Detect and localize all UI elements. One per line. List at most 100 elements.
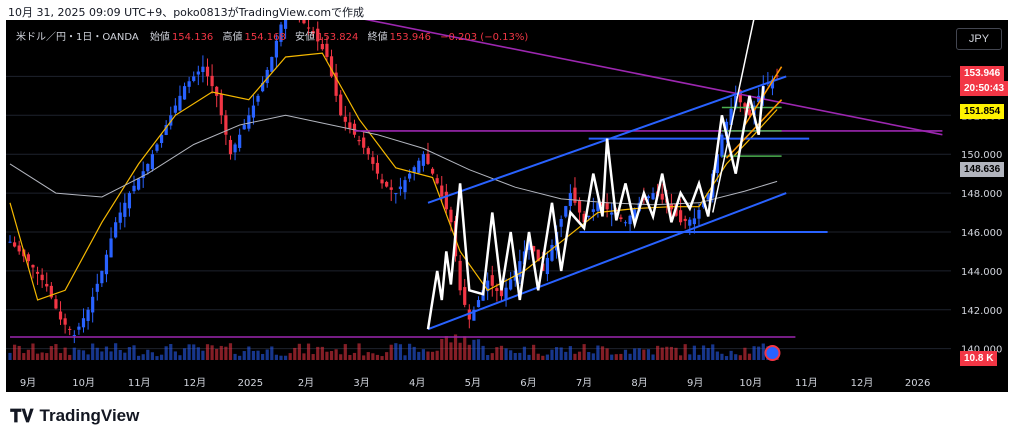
candle-body	[720, 134, 724, 157]
candle-body	[224, 115, 228, 135]
candle-body	[646, 196, 651, 199]
candle-body	[68, 328, 72, 330]
tradingview-logo-icon[interactable]: 𝐓𝐕	[10, 405, 34, 427]
volume-bar	[430, 351, 435, 360]
volume-bar	[91, 343, 95, 360]
volume-bar	[536, 353, 540, 360]
volume-bar	[26, 349, 30, 360]
candle-body	[362, 137, 366, 148]
candle-body	[738, 90, 742, 103]
candle-body	[375, 162, 380, 174]
volume-bar	[495, 347, 499, 360]
volume-bar	[233, 353, 237, 360]
volume-bar	[357, 343, 361, 360]
volume-bar	[550, 349, 554, 360]
volume-bar	[610, 354, 614, 360]
volume-bar	[366, 352, 370, 360]
candle-body	[398, 186, 403, 190]
volume-bar	[201, 350, 205, 360]
volume-bar	[109, 351, 113, 360]
volume-bar	[228, 343, 233, 360]
price-tick-label: 140.000	[961, 345, 1002, 356]
candle-body	[58, 311, 63, 320]
currency-button[interactable]: JPY	[956, 28, 1002, 50]
volume-bar	[8, 352, 12, 360]
volume-bar	[449, 342, 453, 360]
candle-body	[339, 94, 343, 116]
symbol-title[interactable]: 米ドル／円・1日・OANDA	[16, 32, 139, 43]
volume-bar	[440, 338, 444, 360]
volume-bar	[334, 349, 338, 360]
volume-bar	[192, 344, 196, 360]
volume-bar	[141, 354, 145, 360]
candle-body	[683, 218, 687, 221]
candle-body	[550, 244, 554, 261]
volume-bar	[619, 353, 623, 360]
volume-bar	[265, 349, 269, 360]
candle-body	[329, 56, 334, 77]
volume-bar	[242, 351, 246, 360]
candle-body	[54, 299, 58, 309]
open-value: 154.136	[171, 32, 214, 43]
candle-body	[536, 249, 540, 262]
volume-bar	[490, 353, 494, 360]
volume-bar	[352, 352, 357, 360]
candle-body	[233, 144, 237, 153]
candle-body	[201, 66, 205, 73]
candle-body	[587, 215, 591, 218]
volume-bar	[58, 353, 63, 360]
candle-body	[132, 185, 136, 192]
candle-body	[385, 181, 389, 187]
ohlc-legend: 米ドル／円・1日・OANDA 始値 154.136 高値 154.168 安値 153…	[16, 28, 534, 43]
candle-body	[610, 212, 614, 215]
volume-bar	[669, 346, 674, 360]
candle-body	[306, 27, 311, 29]
candle-body	[31, 264, 35, 268]
candle-body	[77, 326, 81, 330]
candle-body	[141, 171, 145, 179]
candle-body	[127, 193, 132, 209]
candle-body	[228, 139, 233, 155]
volume-bar	[633, 348, 637, 360]
volume-bar	[591, 353, 595, 360]
volume-bar	[339, 354, 343, 360]
price-tick-label: 150.000	[961, 150, 1002, 161]
price-chart[interactable]: 140.000 142.000 144.000 146.000 148.000 150.0…	[6, 20, 1008, 392]
volume-bar	[499, 345, 504, 360]
time-tick-label: 12月	[183, 377, 206, 389]
candle-body	[215, 86, 219, 96]
chart-frame[interactable]: 140.000 142.000 144.000 146.000 148.000 150.0…	[6, 20, 1008, 392]
volume-bar	[45, 353, 49, 360]
candle-body	[251, 105, 256, 118]
volume-bar	[642, 349, 646, 360]
candle-body	[651, 193, 655, 200]
volume-bar	[159, 354, 164, 360]
purple-trendline	[364, 20, 943, 136]
footer: 𝐓𝐕 TradingView	[10, 404, 139, 428]
volume-bar	[527, 354, 531, 360]
volume-bar	[380, 356, 384, 360]
candle-body	[403, 180, 407, 193]
low-value: 153.824	[317, 32, 359, 43]
time-tick-label: 3月	[353, 377, 369, 389]
volume-bar	[311, 354, 315, 360]
volume-bar	[325, 351, 329, 360]
price-tick-label: 146.000	[961, 228, 1002, 239]
candle-body	[137, 178, 141, 190]
candle-body	[573, 187, 577, 203]
candle-body	[26, 254, 30, 262]
brand-name[interactable]: TradingView	[39, 406, 140, 425]
volume-bar	[724, 356, 729, 360]
orange-channel-line	[725, 99, 783, 159]
volume-bar	[219, 345, 223, 360]
volume-bar	[476, 339, 481, 360]
candle-body	[449, 209, 453, 223]
volume-bar	[40, 352, 44, 360]
candle-body	[109, 238, 113, 258]
volume-bar	[238, 355, 242, 360]
low-label: 安値	[295, 32, 316, 43]
volume-bar	[605, 348, 609, 360]
volume-bar	[734, 354, 738, 360]
candle-body	[320, 44, 324, 50]
candle-body	[775, 75, 779, 77]
